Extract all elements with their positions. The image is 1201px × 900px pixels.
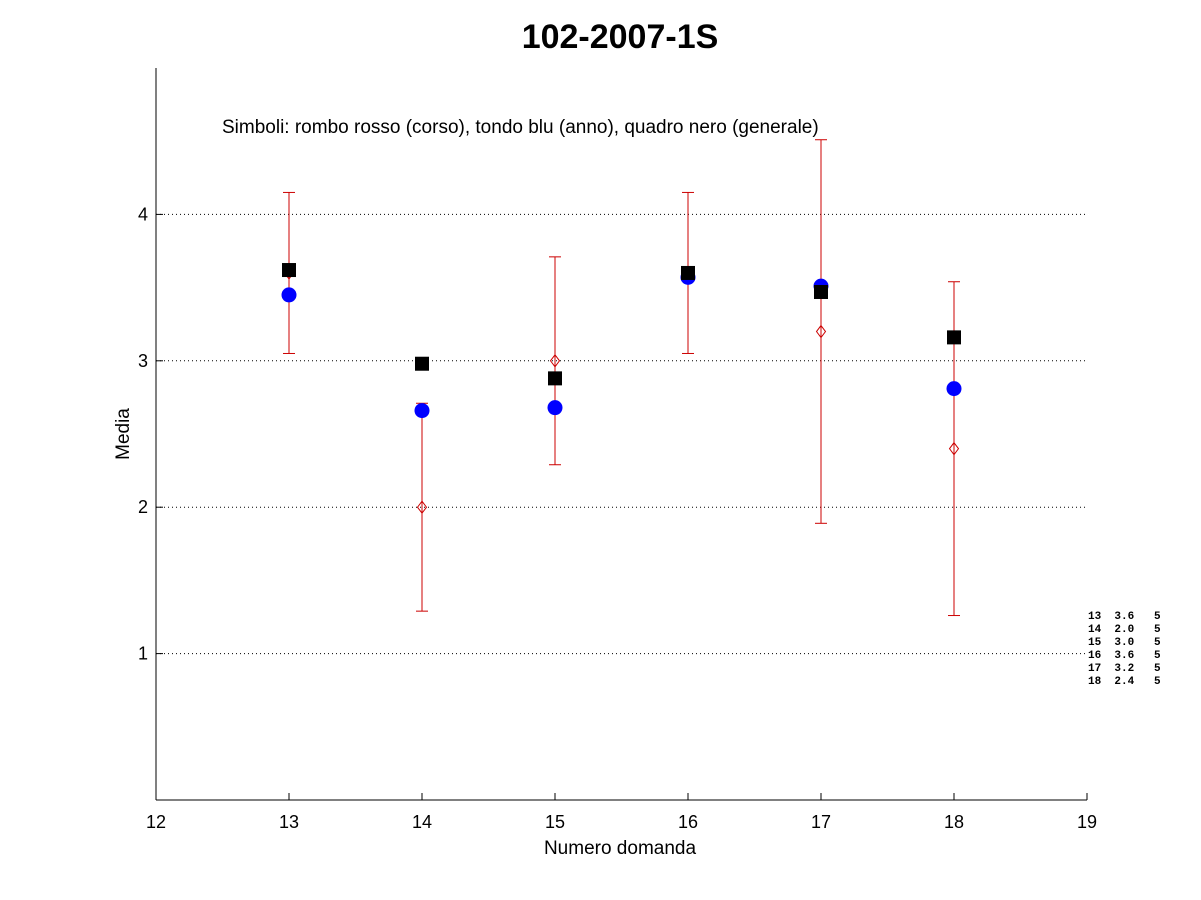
side-table-row: 18 2.4 5	[1088, 676, 1161, 688]
symbols-annotation: Simboli: rombo rosso (corso), tondo blu …	[222, 117, 819, 138]
x-tick-label: 18	[944, 812, 964, 832]
x-tick-label: 16	[678, 812, 698, 832]
side-table-row: 15 3.0 5	[1088, 637, 1161, 649]
point-corso	[416, 500, 428, 515]
x-ticks: 12 13 14 15 16 17 18 19	[146, 793, 1097, 832]
side-table-row: 16 3.6 5	[1088, 650, 1161, 662]
point-anno	[281, 287, 297, 303]
data-markers	[281, 263, 962, 515]
point-corso	[948, 441, 960, 456]
x-tick-label: 13	[279, 812, 299, 832]
y-tick-label: 1	[138, 644, 148, 664]
point-corso	[549, 353, 561, 368]
point-corso	[815, 324, 827, 339]
y-axis-label: Media	[113, 408, 134, 460]
chart-title: 102-2007-1S	[522, 18, 719, 56]
side-table: 13 3.6 514 2.0 515 3.0 516 3.6 517 3.2 5…	[1088, 611, 1161, 688]
point-generale	[814, 284, 828, 299]
y-tick-label: 4	[138, 204, 148, 224]
point-generale	[548, 371, 562, 386]
x-tick-label: 14	[412, 812, 432, 832]
x-tick-label: 15	[545, 812, 565, 832]
y-tick-label: 2	[138, 497, 148, 517]
x-axis-label: Numero domanda	[544, 838, 697, 859]
x-tick-label: 17	[811, 812, 831, 832]
point-generale	[282, 263, 296, 278]
grid-lines	[156, 213, 1087, 655]
error-bars	[283, 139, 960, 617]
point-generale	[681, 265, 695, 280]
point-generale	[947, 330, 961, 345]
point-anno	[547, 400, 563, 416]
axes	[155, 68, 1087, 801]
side-table-row: 13 3.6 5	[1088, 611, 1161, 623]
side-table-row: 14 2.0 5	[1088, 624, 1161, 636]
point-anno	[414, 403, 430, 419]
point-generale	[415, 356, 429, 371]
point-anno	[946, 381, 962, 397]
y-tick-label: 3	[138, 351, 148, 371]
x-tick-label: 19	[1077, 812, 1097, 832]
side-table-row: 17 3.2 5	[1088, 663, 1161, 675]
x-tick-label: 12	[146, 812, 166, 832]
y-ticks: 1 2 3 4	[138, 204, 163, 664]
